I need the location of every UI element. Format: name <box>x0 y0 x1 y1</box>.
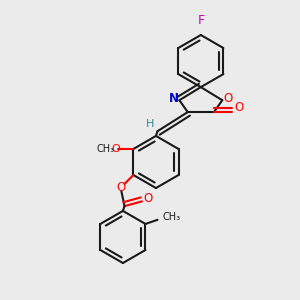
Text: O: O <box>144 192 153 205</box>
Text: O: O <box>112 144 120 154</box>
Text: CH₃: CH₃ <box>163 212 181 222</box>
Text: N: N <box>169 92 179 105</box>
Text: O: O <box>117 181 126 194</box>
Text: O: O <box>224 92 232 105</box>
Text: H: H <box>146 119 155 129</box>
Text: F: F <box>197 14 204 27</box>
Text: O: O <box>234 101 243 114</box>
Text: CH₃: CH₃ <box>97 144 115 154</box>
